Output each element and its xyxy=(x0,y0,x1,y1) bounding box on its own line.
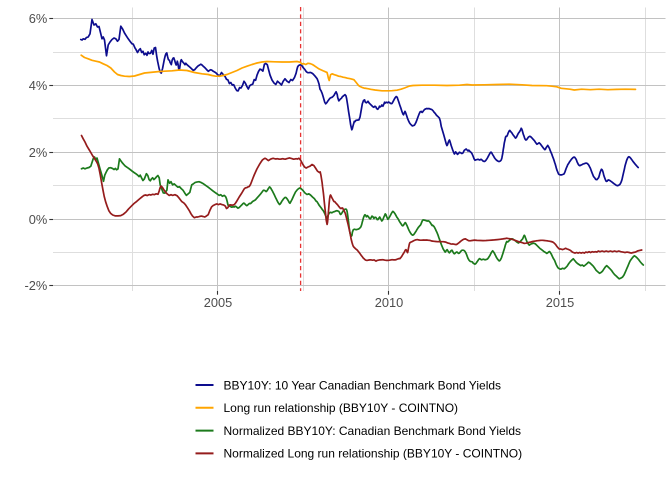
svg-text:0%: 0% xyxy=(29,212,48,227)
svg-text:6%: 6% xyxy=(29,11,48,26)
svg-text:-2%: -2% xyxy=(25,278,48,293)
svg-text:2005: 2005 xyxy=(204,295,232,310)
svg-text:2%: 2% xyxy=(29,145,48,160)
svg-text:Long run relationship (BBY10Y: Long run relationship (BBY10Y - COINTNO) xyxy=(224,401,459,415)
svg-text:Normalized Long run relationsh: Normalized Long run relationship (BBY10Y… xyxy=(224,447,523,461)
svg-text:BBY10Y: 10 Year Canadian Bench: BBY10Y: 10 Year Canadian Benchmark Bond … xyxy=(224,378,502,392)
svg-text:2010: 2010 xyxy=(375,295,403,310)
svg-text:4%: 4% xyxy=(29,78,48,93)
svg-text:2015: 2015 xyxy=(546,295,574,310)
svg-text:Normalized BBY10Y: Canadian Be: Normalized BBY10Y: Canadian Benchmark Bo… xyxy=(224,424,522,438)
